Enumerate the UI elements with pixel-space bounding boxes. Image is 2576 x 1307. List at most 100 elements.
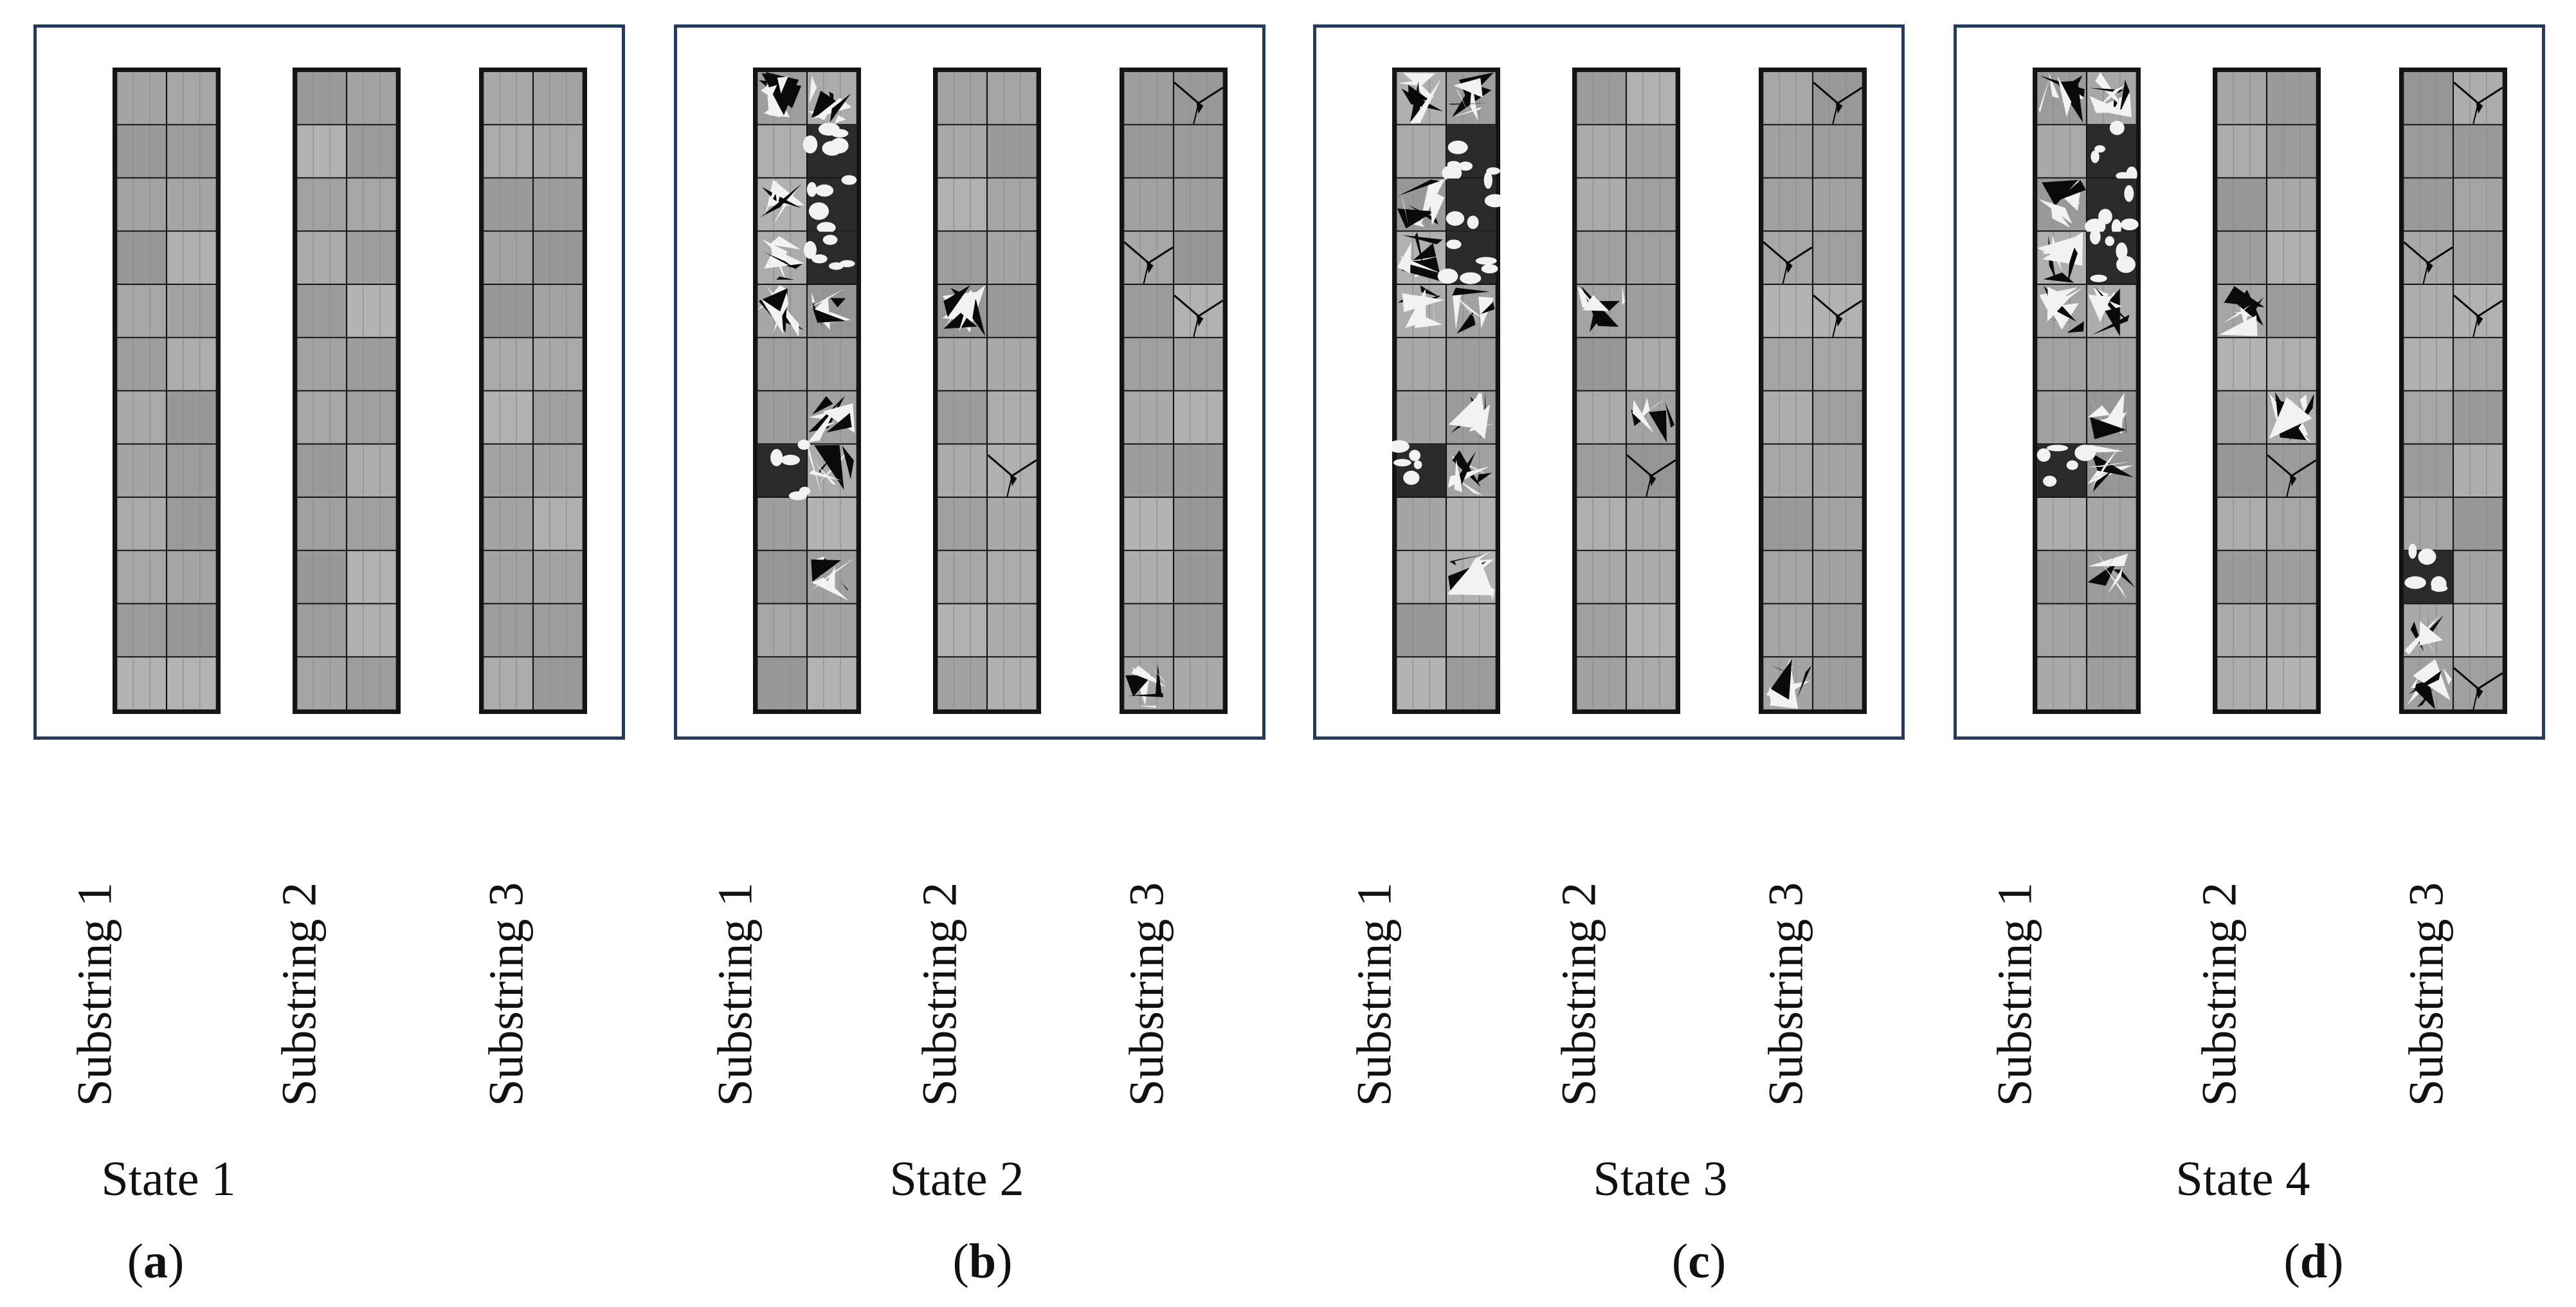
el-image	[1572, 68, 1680, 714]
tag-open: (	[127, 1234, 143, 1288]
solar-cell	[297, 178, 346, 231]
tag-close: )	[1709, 1234, 1727, 1288]
solar-cell	[1577, 604, 1626, 657]
el-image	[113, 68, 221, 714]
solar-cell	[2267, 285, 2316, 337]
substring-label-text: Substring 2	[1552, 882, 1606, 1106]
solar-cell	[1397, 125, 1446, 178]
el-image	[753, 68, 861, 714]
solar-cell	[167, 125, 216, 178]
cell-defect	[2267, 454, 2317, 497]
cell-defect	[1397, 285, 1444, 329]
panel-d	[1954, 24, 2545, 740]
cell-defect	[1813, 82, 1863, 124]
cell-defect	[1447, 450, 1495, 496]
el-image	[479, 68, 587, 714]
solar-cell	[938, 391, 986, 444]
tag-letter: c	[1688, 1234, 1710, 1288]
solar-cell	[2037, 657, 2086, 709]
solar-cell	[1763, 285, 1812, 337]
cell-defect	[1448, 391, 1494, 440]
cell-defect	[1763, 241, 1813, 284]
panel-c	[1313, 24, 1905, 740]
cell-defect	[2087, 444, 2136, 492]
solar-cell	[534, 391, 583, 444]
solar-cell	[2267, 551, 2316, 603]
solar-cell	[2454, 72, 2503, 124]
tag-open: (	[2283, 1234, 2300, 1288]
substring-label-text: Substring 1	[68, 882, 122, 1106]
solar-cell	[938, 444, 986, 497]
solar-cell	[347, 391, 396, 444]
tag-close: )	[996, 1234, 1013, 1288]
panel-tag-d: (d)	[2249, 1234, 2378, 1290]
solar-cell	[484, 178, 532, 231]
solar-cell	[2454, 497, 2503, 550]
solar-cell	[2217, 125, 2266, 178]
solar-cell	[1577, 125, 1626, 178]
solar-cell	[1627, 657, 1676, 709]
solar-cell	[988, 72, 1037, 124]
solar-cell	[1627, 604, 1676, 657]
solar-cell	[2454, 604, 2503, 657]
solar-cell	[1813, 444, 1862, 497]
solar-cell	[2087, 604, 2136, 657]
solar-cell	[2267, 232, 2316, 284]
solar-cell	[297, 551, 346, 603]
solar-cell	[2037, 551, 2086, 603]
solar-cell	[1447, 657, 1496, 709]
solar-cell	[1577, 72, 1626, 124]
solar-cell	[2454, 178, 2503, 231]
solar-cell	[534, 444, 583, 497]
cell-defect	[1174, 82, 1224, 124]
solar-cell	[347, 125, 396, 178]
solar-cell	[1813, 338, 1862, 390]
solar-cell	[117, 444, 166, 497]
substring-1-image	[753, 68, 861, 714]
solar-cell	[347, 497, 396, 550]
solar-cell	[1763, 604, 1812, 657]
panel-tag-c: (c)	[1635, 1234, 1763, 1290]
solar-cell	[2404, 285, 2453, 337]
solar-cell	[347, 338, 396, 390]
solar-cell	[117, 285, 166, 337]
solar-cell	[1627, 72, 1676, 124]
solar-cell	[757, 125, 806, 178]
cell-defect	[2407, 659, 2452, 709]
solar-cell	[2454, 125, 2503, 178]
solar-cell	[1577, 551, 1626, 603]
solar-cell	[1447, 338, 1496, 390]
solar-cell	[2404, 391, 2453, 444]
solar-cell	[117, 72, 166, 124]
solar-cell	[757, 551, 806, 603]
el-image	[2399, 68, 2507, 714]
substring-label-text: Substring 1	[1347, 882, 1401, 1106]
solar-cell	[988, 125, 1037, 178]
solar-cell	[2087, 657, 2136, 709]
substring-2-label: Substring 2	[264, 798, 334, 1106]
solar-cell	[297, 232, 346, 284]
solar-cell	[1577, 338, 1626, 390]
solar-cell	[808, 497, 857, 550]
substring-label-text: Substring 3	[2399, 882, 2453, 1106]
solar-cell	[1174, 497, 1223, 550]
tag-letter: d	[2299, 1234, 2328, 1288]
panel-b	[674, 24, 1265, 740]
solar-cell	[2037, 604, 2086, 657]
solar-cell	[2037, 497, 2086, 550]
solar-cell	[297, 604, 346, 657]
tag-letter: b	[968, 1234, 997, 1288]
solar-cell	[938, 497, 986, 550]
solar-cell	[1124, 551, 1173, 603]
solar-cell	[2267, 125, 2316, 178]
solar-cell	[297, 657, 346, 709]
solar-cell	[938, 125, 986, 178]
solar-cell	[2454, 232, 2503, 284]
substring-3-image	[479, 68, 587, 714]
cell-defect	[2087, 120, 2137, 183]
cell-defect	[2036, 444, 2096, 497]
solar-cell	[484, 391, 532, 444]
cell-defect	[1813, 295, 1863, 337]
solar-cell	[1174, 178, 1223, 231]
solar-cell	[1124, 338, 1173, 390]
